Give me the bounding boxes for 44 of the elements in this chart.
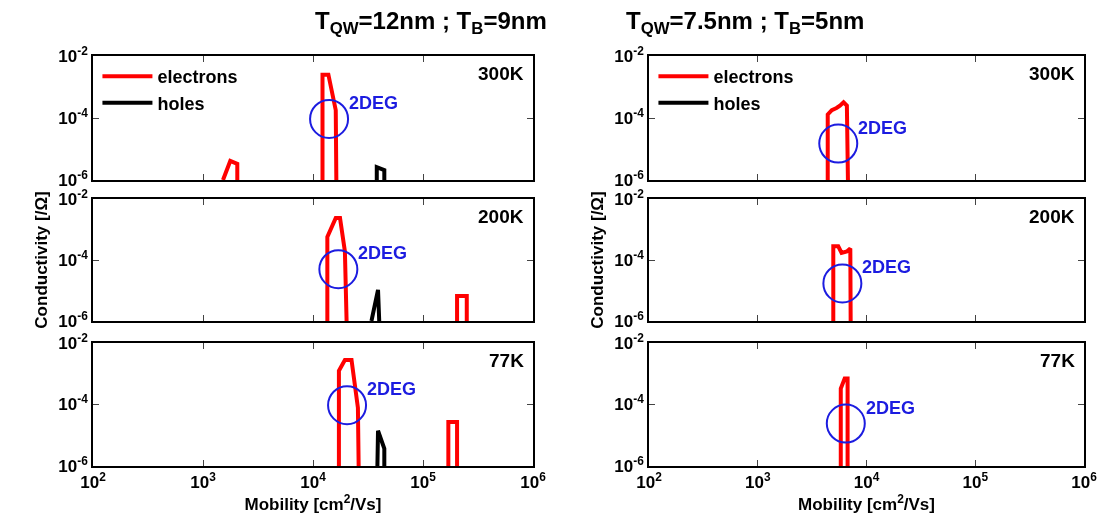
y-tick-label: 10$^{-6}$ [58, 308, 89, 331]
line-series [825, 100, 850, 180]
x-axis-title: Mobility [cm$^{2}$/Vs] [244, 492, 382, 515]
x-tick-label: 10$^{3}$ [744, 470, 771, 493]
y-tick-label: 10$^{-4}$ [58, 392, 89, 415]
x-tick-label: 10$^{5}$ [962, 470, 989, 493]
annotation: 200K [1029, 206, 1075, 227]
annotation: 2DEG [866, 398, 916, 418]
annotation: 2DEG [349, 93, 399, 113]
y-tick-label: 10$^{-4}$ [58, 247, 89, 270]
x-tick-label: 10$^{6}$ [520, 470, 547, 493]
annotation: 2DEG [367, 379, 417, 399]
legend-label: holes [157, 93, 205, 114]
legend-label: electrons [157, 67, 238, 88]
y-tick-label: 10$^{-4}$ [58, 105, 89, 128]
x-tick-label: 10$^{4}$ [853, 470, 880, 493]
y-tick-label: 10$^{-6}$ [614, 308, 645, 331]
legend-label: holes [713, 93, 761, 114]
y-tick-label: 10$^{-4}$ [614, 105, 645, 128]
x-axis-title: Mobility [cm$^{2}$/Vs] [798, 492, 935, 515]
annotation: 2DEG [358, 243, 408, 263]
y-tick-label: 10$^{-2}$ [614, 43, 645, 66]
y-tick-label: 10$^{-4}$ [614, 392, 645, 415]
annotation: 200K [478, 206, 524, 227]
x-tick-label: 10$^{5}$ [410, 470, 437, 493]
y-tick-label: 10$^{-4}$ [614, 247, 645, 270]
chart-title: T$_{QW}$=7.5nm ; T$_{B}$=5nm [626, 7, 865, 39]
line-series [831, 244, 853, 321]
annotation: 77K [489, 350, 525, 371]
y-tick-label: 10$^{-2}$ [58, 330, 89, 353]
y-tick-label: 10$^{-2}$ [614, 330, 645, 353]
annotation: 77K [1040, 350, 1076, 371]
y-tick-label: 10$^{-2}$ [58, 43, 89, 66]
annotation: 300K [1029, 63, 1075, 84]
y-axis-title: Conductivity [/Ω] [32, 191, 52, 329]
annotation: 300K [478, 63, 524, 84]
x-tick-label: 10$^{6}$ [1071, 470, 1098, 493]
x-tick-label: 10$^{3}$ [190, 470, 217, 493]
annotation: 2DEG [858, 118, 908, 138]
y-axis-title: Conductivity [/Ω] [588, 191, 608, 329]
chart-title: T$_{QW}$=12nm ; T$_{B}$=9nm [315, 7, 547, 39]
legend-label: electrons [713, 67, 794, 88]
x-tick-label: 10$^{4}$ [300, 470, 327, 493]
annotation: 2DEG [862, 257, 912, 277]
